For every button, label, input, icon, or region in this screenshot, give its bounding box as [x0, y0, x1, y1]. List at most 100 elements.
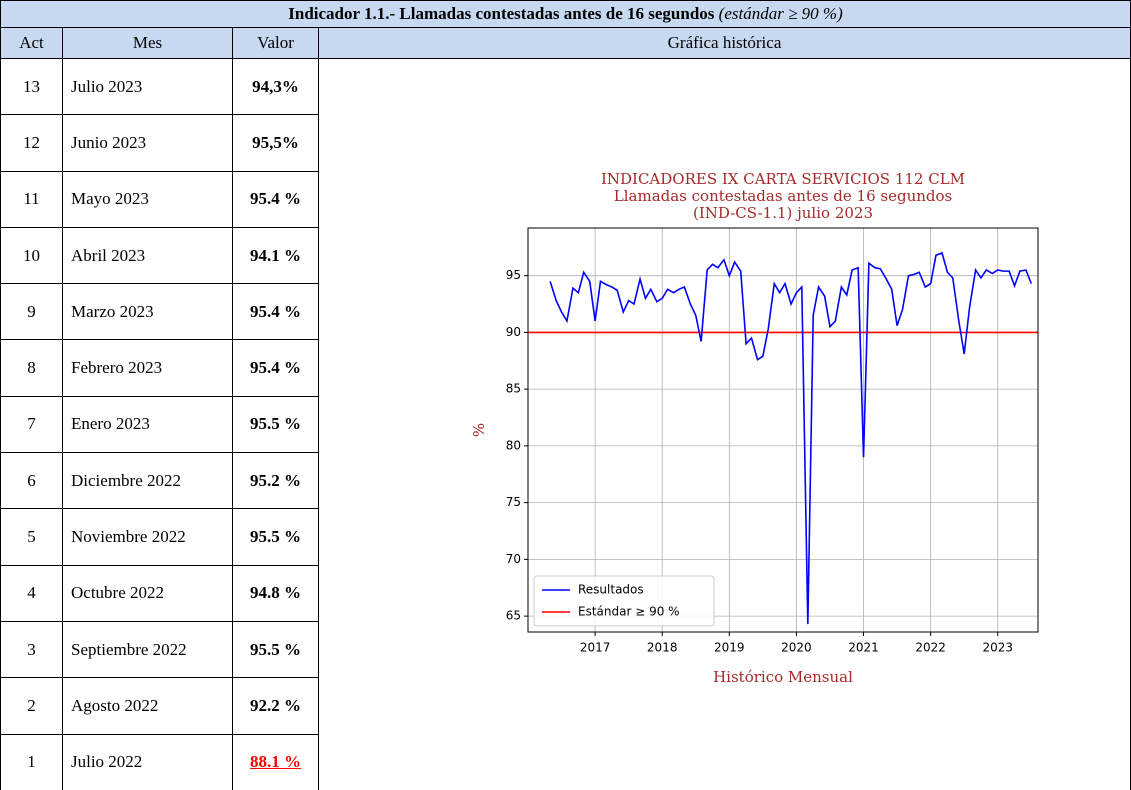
chart-title: INDICADORES IX CARTA SERVICIOS 112 CLM: [601, 170, 965, 188]
value: 95.4 %: [250, 358, 301, 378]
value-cell: 95.4 %: [232, 339, 319, 397]
act: 6: [0, 452, 63, 510]
act: 12: [0, 114, 63, 172]
act: 1: [0, 733, 63, 790]
value: 94.8 %: [250, 583, 301, 603]
value: 94,3%: [252, 76, 299, 96]
x-tick-label: 2019: [714, 641, 745, 655]
act: 10: [0, 226, 63, 285]
month: Abril 2023: [62, 226, 233, 285]
row: 9 Marzo 2023 95.4 %: [0, 283, 1131, 341]
month: Marzo 2023: [62, 283, 233, 341]
month: Junio 2023: [62, 114, 233, 172]
value: 95.5 %: [250, 527, 301, 547]
row: 5 Noviembre 2022 95.5 %: [0, 508, 1131, 566]
y-tick-label: 90: [506, 325, 521, 339]
value: 95,5%: [252, 132, 299, 152]
series-line: [549, 251, 1033, 625]
act: 11: [0, 170, 63, 228]
table-body: 13 Julio 2023 94,3% 12 Junio 2023 95,5% 11 Mayo…: [0, 57, 1131, 790]
value-cell: 95.5 %: [232, 395, 319, 454]
header: Gráfica histórica: [318, 27, 1131, 59]
value-cell: 92.2 %: [232, 677, 319, 735]
value-cell: 94.8 %: [232, 564, 319, 622]
y-axis-label: %: [470, 423, 488, 437]
y-tick-label: 75: [506, 495, 521, 509]
row: 11 Mayo 2023 95.4 %: [0, 170, 1131, 228]
month: Septiembre 2022: [62, 620, 233, 679]
chart-title: Llamadas contestadas antes de 16 segundo…: [614, 187, 952, 205]
table-title: Indicador 1.1.- Llamadas contestadas ant…: [0, 0, 1131, 28]
act: 8: [0, 339, 63, 397]
y-tick-label: 70: [506, 552, 521, 566]
row: 1 Julio 2022 88.1 %: [0, 733, 1131, 790]
value-cell: 95.4 %: [232, 283, 319, 341]
row: 2 Agosto 2022 92.2 %: [0, 677, 1131, 735]
chart-cell: [318, 58, 1131, 790]
value-cell: 88.1 %: [232, 733, 319, 790]
value-cell: 95,5%: [232, 114, 319, 172]
value-cell: 95.2 %: [232, 452, 319, 510]
month: Mayo 2023: [62, 170, 233, 228]
act: 2: [0, 677, 63, 735]
value-cell: 95.4 %: [232, 170, 319, 228]
title: Indicador 1.1.- Llamadas contestadas ant…: [288, 4, 715, 23]
act: 9: [0, 283, 63, 341]
value: 95.5 %: [250, 414, 301, 434]
row: 10 Abril 2023 94.1 %: [0, 226, 1131, 285]
y-tick-label: 65: [506, 609, 521, 623]
x-tick-label: 2022: [915, 641, 946, 655]
row: 7 Enero 2023 95.5 %: [0, 395, 1131, 454]
x-axis-label: Histórico Mensual: [713, 668, 853, 686]
value-cell: 95.5 %: [232, 620, 319, 679]
x-tick-label: 2018: [647, 641, 678, 655]
row: 12 Junio 2023 95,5%: [0, 114, 1131, 172]
month: Julio 2022: [62, 733, 233, 790]
value: 94.1 %: [250, 245, 301, 265]
month: Diciembre 2022: [62, 452, 233, 510]
title-note: (estándar ≥ 90 %): [718, 4, 843, 23]
value: 92.2 %: [250, 695, 301, 715]
value-cell: 94,3%: [232, 57, 319, 116]
act: 7: [0, 395, 63, 454]
y-tick-label: 95: [506, 268, 521, 282]
legend-box: [533, 575, 715, 627]
month: Julio 2023: [62, 57, 233, 116]
value: 95.4 %: [250, 189, 301, 209]
month: Octubre 2022: [62, 564, 233, 622]
legend-label: Resultados: [578, 583, 644, 597]
header: Act: [0, 27, 63, 59]
row: 13 Julio 2023 94,3%: [0, 57, 1131, 790]
row: 4 Octubre 2022 94.8 %: [0, 564, 1131, 622]
header: Mes: [62, 27, 233, 59]
month: Agosto 2022: [62, 677, 233, 735]
value: 95.2 %: [250, 470, 301, 490]
chart-title: (IND-CS-1.1) julio 2023: [693, 204, 873, 222]
month: Noviembre 2022: [62, 508, 233, 566]
value-cell: 94.1 %: [232, 226, 319, 285]
row: 8 Febrero 2023 95.4 %: [0, 339, 1131, 397]
x-tick-label: 2020: [781, 641, 812, 655]
act: 4: [0, 564, 63, 622]
act: 3: [0, 620, 63, 679]
x-tick-label: 2023: [982, 641, 1013, 655]
y-tick-label: 85: [506, 382, 521, 396]
value: 88.1 %: [250, 752, 301, 772]
value: 95.4 %: [250, 301, 301, 321]
act: 5: [0, 508, 63, 566]
act: 13: [0, 57, 63, 116]
value: 95.5 %: [250, 639, 301, 659]
legend-label: Estándar ≥ 90 %: [578, 605, 680, 619]
chart: INDICADORES IX CARTA SERVICIOS 112 CLMLl…: [470, 170, 1039, 686]
month: Enero 2023: [62, 395, 233, 454]
axes-frame: [527, 227, 1039, 633]
row: 3 Septiembre 2022 95.5 %: [0, 620, 1131, 679]
value-cell: 95.5 %: [232, 508, 319, 566]
header: Valor: [232, 27, 319, 59]
x-tick-label: 2021: [848, 641, 879, 655]
month: Febrero 2023: [62, 339, 233, 397]
y-tick-label: 80: [506, 438, 521, 452]
row: 6 Diciembre 2022 95.2 %: [0, 452, 1131, 510]
